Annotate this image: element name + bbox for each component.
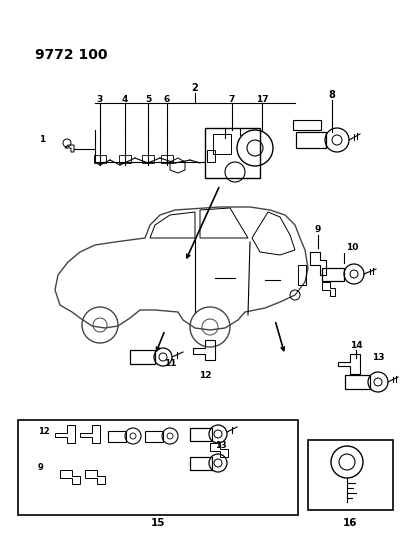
Bar: [207, 150, 215, 162]
Text: 14: 14: [350, 341, 362, 350]
Bar: [161, 155, 173, 163]
Text: 9: 9: [38, 464, 44, 472]
Text: 12: 12: [199, 370, 211, 379]
Bar: [130, 350, 155, 364]
Text: 9: 9: [315, 225, 321, 235]
Text: 17: 17: [256, 94, 268, 103]
Text: 15: 15: [151, 518, 165, 528]
Bar: [345, 375, 370, 389]
Bar: [293, 120, 321, 130]
Text: 1: 1: [39, 135, 45, 144]
Bar: [190, 457, 212, 470]
Text: 13: 13: [215, 440, 227, 449]
Text: 7: 7: [229, 94, 235, 103]
Bar: [308, 440, 393, 510]
Text: 13: 13: [372, 353, 384, 362]
Text: 12: 12: [38, 427, 50, 437]
Text: 9772 100: 9772 100: [35, 48, 108, 62]
Text: 10: 10: [346, 244, 358, 253]
Bar: [18, 420, 298, 515]
Bar: [322, 268, 344, 281]
Bar: [298, 265, 306, 285]
Text: 4: 4: [122, 94, 128, 103]
Bar: [205, 128, 260, 178]
Bar: [142, 155, 154, 163]
Bar: [94, 155, 106, 163]
Text: 11: 11: [164, 359, 176, 367]
Text: 16: 16: [343, 518, 357, 528]
Bar: [296, 132, 326, 148]
Text: 8: 8: [328, 90, 335, 100]
Text: 5: 5: [145, 94, 151, 103]
Bar: [213, 134, 231, 154]
Text: 3: 3: [97, 94, 103, 103]
Bar: [190, 428, 212, 441]
Bar: [119, 155, 131, 163]
Text: 2: 2: [192, 83, 198, 93]
Bar: [108, 431, 126, 442]
Bar: [145, 431, 163, 442]
Text: 6: 6: [164, 94, 170, 103]
